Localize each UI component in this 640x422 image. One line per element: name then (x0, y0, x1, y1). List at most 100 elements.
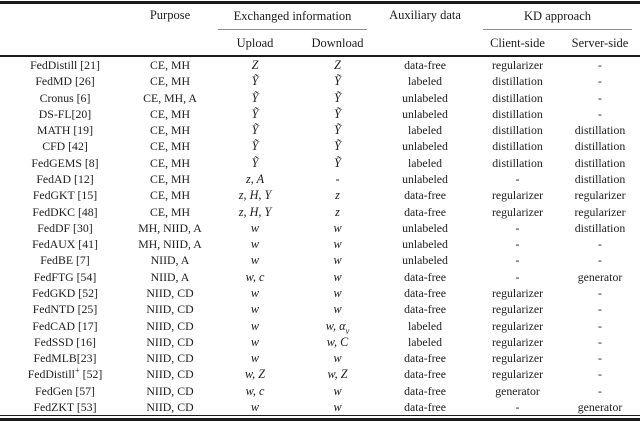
purpose-cell: CE, MH (150, 171, 190, 186)
download-cell: z (335, 204, 340, 219)
upload-cell: Ỹ (251, 106, 259, 121)
download-cell: - (335, 171, 340, 186)
auxiliary-data-label: Auxiliary data (389, 8, 461, 22)
table-row: DS-FL[20] CE, MH Ỹ Ỹ unlabeled distillat… (0, 106, 640, 122)
purpose-header-label: Purpose (149, 8, 191, 22)
purpose-cell: MH, NIID, A (138, 237, 202, 252)
header-sub-row: Upload Download Client-side Server-side (0, 30, 640, 57)
purpose-cell: CE, MH (150, 204, 190, 219)
auxiliary-data-cell: labeled (407, 334, 443, 349)
upload-cell: z, H, Y (238, 188, 272, 203)
method-cell: FedGEMS [8] (31, 155, 99, 170)
client-side-kd-cell: distillation (492, 74, 543, 89)
purpose-cell: NIID, CD (146, 318, 194, 333)
server-side-kd-cell: - (598, 334, 602, 349)
upload-cell: w (250, 285, 260, 300)
table-body: FedDistill [21] CE, MH Z Z data-free reg… (0, 56, 640, 416)
method-cell: FedGKD [52] (32, 285, 98, 300)
auxiliary-data-cell: labeled (407, 123, 443, 138)
download-cell: Ỹ (334, 74, 341, 89)
download-cell: Ỹ (334, 155, 341, 170)
table-row: MATH [19] CE, MH Ỹ Ỹ labeled distillatio… (0, 122, 640, 138)
server-side-kd-cell: distillation (574, 123, 626, 138)
kd-approach-group-header: KD approach (475, 4, 640, 30)
auxiliary-data-cell: labeled (407, 318, 443, 333)
auxiliary-data-cell: data-free (404, 285, 446, 300)
purpose-cell: NIID, CD (146, 334, 194, 349)
purpose-cell: CE, MH (150, 106, 190, 121)
table-row: FedDF [30] MH, NIID, A w w unlabeled - d… (0, 220, 640, 236)
client-side-kd-cell: regularizer (491, 188, 544, 203)
upload-cell: Ỹ (251, 90, 259, 105)
table-row: FedAD [12] CE, MH z, A - unlabeled - dis… (0, 171, 640, 187)
table-row: FedGKD [52] NIID, CD w w data-free regul… (0, 285, 640, 301)
method-cell: MATH [19] (36, 123, 94, 138)
purpose-cell: CE, MH (150, 123, 190, 138)
download-cell: w (333, 351, 342, 366)
auxiliary-data-cell: data-free (404, 383, 446, 398)
server-side-kd-cell: distillation (574, 171, 626, 186)
client-side-kd-cell: distillation (492, 90, 543, 105)
server-side-kd-cell: - (598, 106, 602, 121)
upload-cell: z, H, Y (238, 204, 272, 219)
client-side-kd-cell: - (515, 237, 520, 252)
table-row: FedCAD [17] NIID, CD w w, αy labeled reg… (0, 318, 640, 334)
upload-cell: w (250, 220, 260, 235)
table-row: FedFTG [54] NIID, A w, c w data-free - g… (0, 269, 640, 285)
purpose-cell: NIID, CD (146, 383, 194, 398)
auxiliary-data-column-header: Auxiliary data (375, 4, 475, 30)
table-row: FedGKT [15] CE, MH z, H, Y z data-free r… (0, 187, 640, 203)
method-cell: FedDF [30] (37, 220, 93, 235)
purpose-cell: CE, MH (150, 74, 190, 89)
server-side-column-header: Server-side (560, 30, 640, 57)
server-side-kd-cell: regularizer (574, 188, 626, 203)
upload-cell: w (250, 318, 260, 333)
upload-cell: w, Z (244, 367, 266, 382)
upload-cell: Z (251, 58, 259, 72)
method-cell: FedCAD [17] (32, 318, 98, 333)
purpose-cell: CE, MH (150, 155, 190, 170)
upload-cell: w (250, 351, 260, 366)
download-cell: w, C (326, 334, 349, 349)
upload-cell: w, c (245, 383, 265, 398)
server-side-kd-cell: - (598, 367, 602, 382)
client-side-kd-cell: - (515, 269, 520, 284)
client-side-kd-cell: - (515, 171, 520, 186)
table-row: FedGen [57] NIID, CD w, c w data-free ge… (0, 383, 640, 399)
purpose-cell: CE, MH (150, 139, 190, 154)
auxiliary-data-cell: unlabeled (402, 106, 448, 121)
table-row: FedAUX [41] MH, NIID, A w w unlabeled - … (0, 236, 640, 252)
client-side-kd-cell: regularizer (491, 318, 544, 333)
download-cell: z (335, 188, 340, 203)
table-row: FedGEMS [8] CE, MH Ỹ Ỹ labeled distillat… (0, 155, 640, 171)
client-side-kd-cell: regularizer (491, 302, 544, 317)
method-cell: FedAUX [41] (32, 237, 98, 252)
auxiliary-data-cell: data-free (404, 302, 446, 317)
client-side-kd-cell: distillation (492, 106, 543, 121)
auxiliary-data-cell: data-free (404, 351, 446, 366)
auxiliary-data-cell: labeled (407, 155, 443, 170)
client-side-kd-cell: generator (495, 383, 540, 398)
upload-cell: w (250, 399, 260, 414)
empty-header-cell (130, 30, 210, 57)
download-cell: w (333, 269, 342, 284)
upload-cell: Ỹ (251, 74, 259, 89)
client-side-kd-cell: - (515, 220, 520, 235)
kd-approach-label: KD approach (483, 9, 633, 30)
server-side-kd-cell: - (598, 237, 602, 252)
server-side-kd-cell: - (598, 285, 602, 300)
method-column-header (0, 4, 130, 30)
method-cell: Cronus [6] (39, 90, 91, 105)
purpose-cell: CE, MH (150, 188, 190, 203)
method-cell: FedFTG [54] (33, 269, 97, 284)
client-side-kd-cell: distillation (492, 155, 543, 170)
method-cell: FedSSD [16] (34, 334, 96, 349)
table-row: FedMD [26] CE, MH Ỹ Ỹ labeled distillati… (0, 73, 640, 89)
upload-cell: w (250, 302, 260, 317)
method-cell: FedGen [57] (35, 383, 95, 398)
server-side-kd-cell: - (598, 253, 602, 268)
server-side-kd-cell: generator (577, 399, 623, 414)
exchanged-information-group-header: Exchanged information (210, 4, 375, 30)
